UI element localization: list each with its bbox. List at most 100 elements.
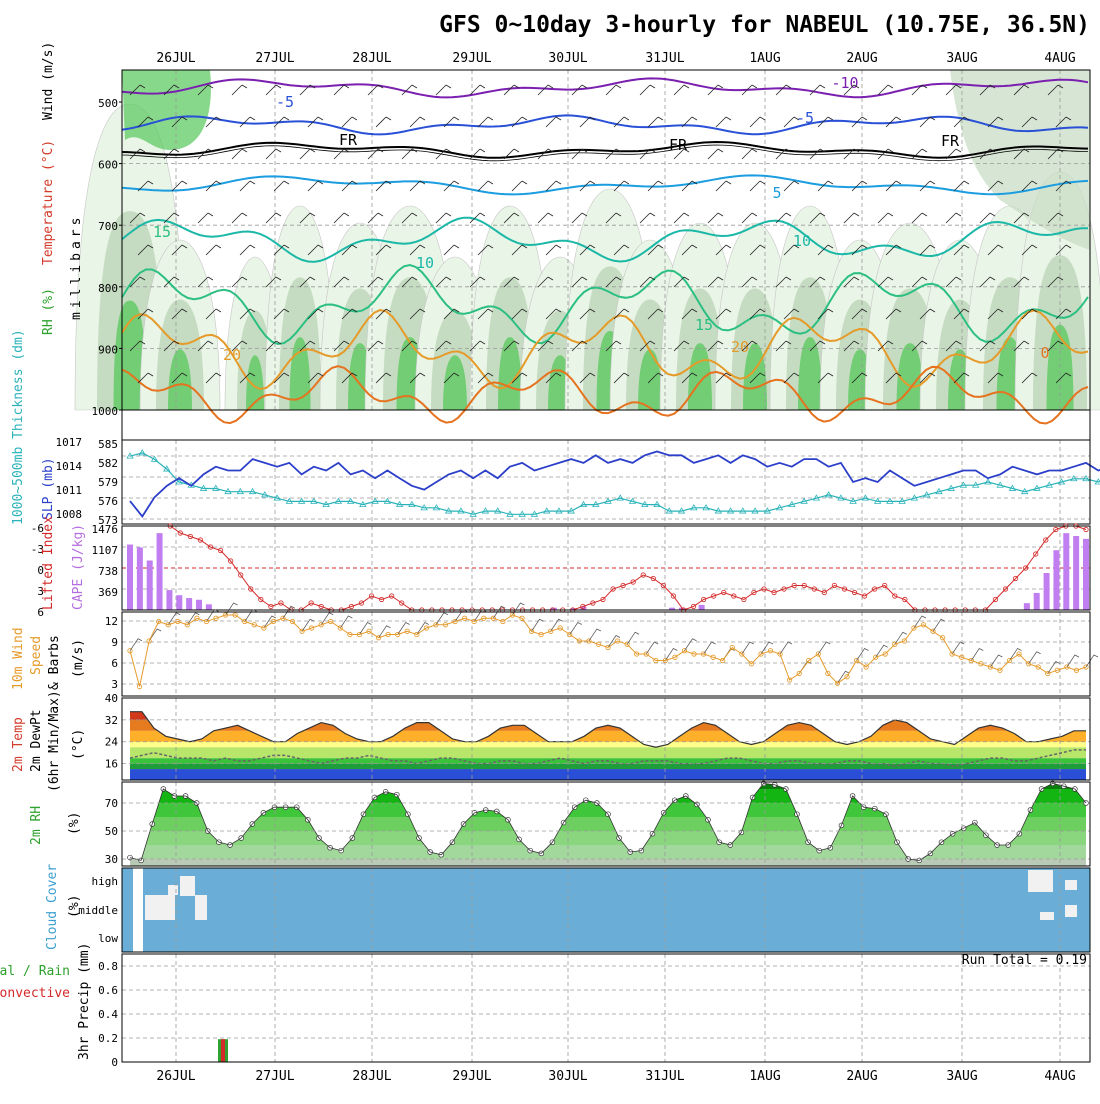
wind-tick: 12 [105, 615, 118, 628]
temp-band [122, 709, 1090, 720]
cloud-patch [1028, 870, 1053, 892]
cape-tick: 369 [98, 586, 118, 599]
rh-band [122, 845, 1090, 859]
cloud-patch [1065, 880, 1077, 890]
cape-tick: 738 [98, 565, 118, 578]
precip-ylabel-unit: 3hr Precip (mm) [77, 943, 92, 1060]
upper-ylabel-rh: RH (%) [41, 288, 56, 335]
slp-tick: 1014 [56, 460, 83, 473]
pressure-tick: 800 [98, 282, 118, 295]
date-label-top: 27JUL [255, 51, 294, 66]
contour-label: FR [339, 131, 358, 149]
rh-tick: 30 [105, 853, 118, 866]
rh-band [122, 859, 1090, 866]
precip-tick: 0.6 [98, 984, 118, 997]
precip-tick: 0.8 [98, 960, 118, 973]
wind-frame [122, 612, 1090, 696]
li-ylabel-li: Lifted Index [41, 516, 56, 610]
date-label-bottom: 27JUL [255, 1069, 294, 1084]
rh-tick: 70 [105, 797, 118, 810]
cloud-tick: low [98, 932, 118, 945]
cape-tick: 1476 [92, 523, 119, 536]
contour-label: 5 [772, 184, 781, 202]
date-label-top: 3AUG [946, 51, 977, 66]
temp-band [122, 769, 1090, 780]
precip-ylabel-total: Total / Rain [0, 964, 70, 979]
precip-frame [122, 954, 1090, 1062]
temp-band [122, 698, 1090, 709]
contour-label: FR [669, 136, 688, 154]
slp-ylabel-slp: SLP (mb) [41, 457, 56, 520]
wind-ylabel-unit: (m/s) [71, 639, 86, 678]
precip-conv-bar [221, 1039, 225, 1062]
wind-ylabel-3: & Barbs [47, 635, 62, 690]
contour-label: 15 [695, 316, 713, 334]
temp-tick: 24 [105, 736, 119, 749]
precip-ylabel-conv: Convective [0, 986, 70, 1001]
run-total: Run Total = 0.19 [962, 953, 1087, 968]
contour-label: -5 [796, 109, 814, 127]
slp-tick: 1011 [56, 484, 83, 497]
cape-bar [157, 533, 163, 610]
cape-bar [1053, 550, 1059, 610]
contour-label: 10 [793, 232, 811, 250]
cape-bar [186, 598, 192, 610]
date-label-bottom: 1AUG [749, 1069, 780, 1084]
cloud-patch [180, 876, 195, 896]
date-label-bottom: 31JUL [645, 1069, 684, 1084]
cape-bar [147, 560, 153, 610]
temp-tick: 16 [105, 758, 118, 771]
thickness-tick: 582 [98, 457, 118, 470]
date-label-bottom: 3AUG [946, 1069, 977, 1084]
pressure-tick: 600 [98, 159, 118, 172]
temp-band [122, 758, 1090, 763]
temp-tick: 40 [105, 692, 118, 705]
cape-bar [699, 605, 705, 610]
temp-band [122, 731, 1090, 742]
date-label-bottom: 28JUL [352, 1069, 391, 1084]
rh-band [122, 817, 1090, 831]
precip-tick: 0.4 [98, 1008, 118, 1021]
wind-tick: 6 [111, 657, 118, 670]
cloud-patch [145, 895, 175, 920]
cape-bar [1073, 536, 1079, 610]
cloud-ylabel-unit: (%) [67, 895, 82, 918]
wind-tick: 9 [111, 636, 118, 649]
upper-bottom-strip [122, 410, 1090, 440]
cape-bar [137, 547, 143, 610]
cape-bar [166, 590, 172, 610]
contour-label: 20 [223, 346, 241, 364]
pressure-tick: 500 [98, 97, 118, 110]
temp-band [122, 747, 1090, 758]
contour-label: 0 [1040, 344, 1049, 362]
chart-title: GFS 0~10day 3-hourly for NABEUL (10.75E,… [439, 12, 1090, 38]
date-label-bottom: 30JUL [548, 1069, 587, 1084]
wind-line [130, 615, 1086, 687]
rh-band [122, 789, 1090, 803]
cape-bar [176, 595, 182, 610]
date-label-top: 1AUG [749, 51, 780, 66]
temp-ylabel-2: 2m DewPt [29, 709, 44, 772]
upper-ylabel-mb: millibars [69, 214, 84, 320]
cape-bar [1063, 533, 1069, 610]
cloud-patch [1040, 912, 1054, 920]
thickness-tick: 585 [98, 438, 118, 451]
cape-tick: 1107 [92, 544, 119, 557]
slp-ylabel-thick: 1000~500mb Thickness (dm) [11, 329, 26, 525]
cloud-clear-start [133, 868, 143, 952]
precip-tick: 0.2 [98, 1032, 118, 1045]
cloud-ylabel: Cloud Cover [45, 864, 60, 950]
contour-label: 15 [153, 223, 171, 241]
cape-bar [127, 545, 133, 610]
rh-ylabel-unit: (%) [67, 812, 82, 835]
slp-tick: 1017 [56, 436, 83, 449]
slp-tick: 1008 [56, 508, 83, 521]
pressure-tick: 700 [98, 220, 118, 233]
